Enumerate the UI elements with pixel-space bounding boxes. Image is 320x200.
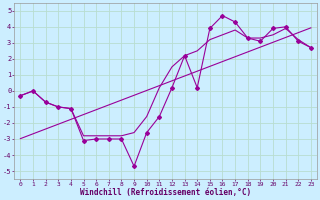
X-axis label: Windchill (Refroidissement éolien,°C): Windchill (Refroidissement éolien,°C)	[80, 188, 251, 197]
